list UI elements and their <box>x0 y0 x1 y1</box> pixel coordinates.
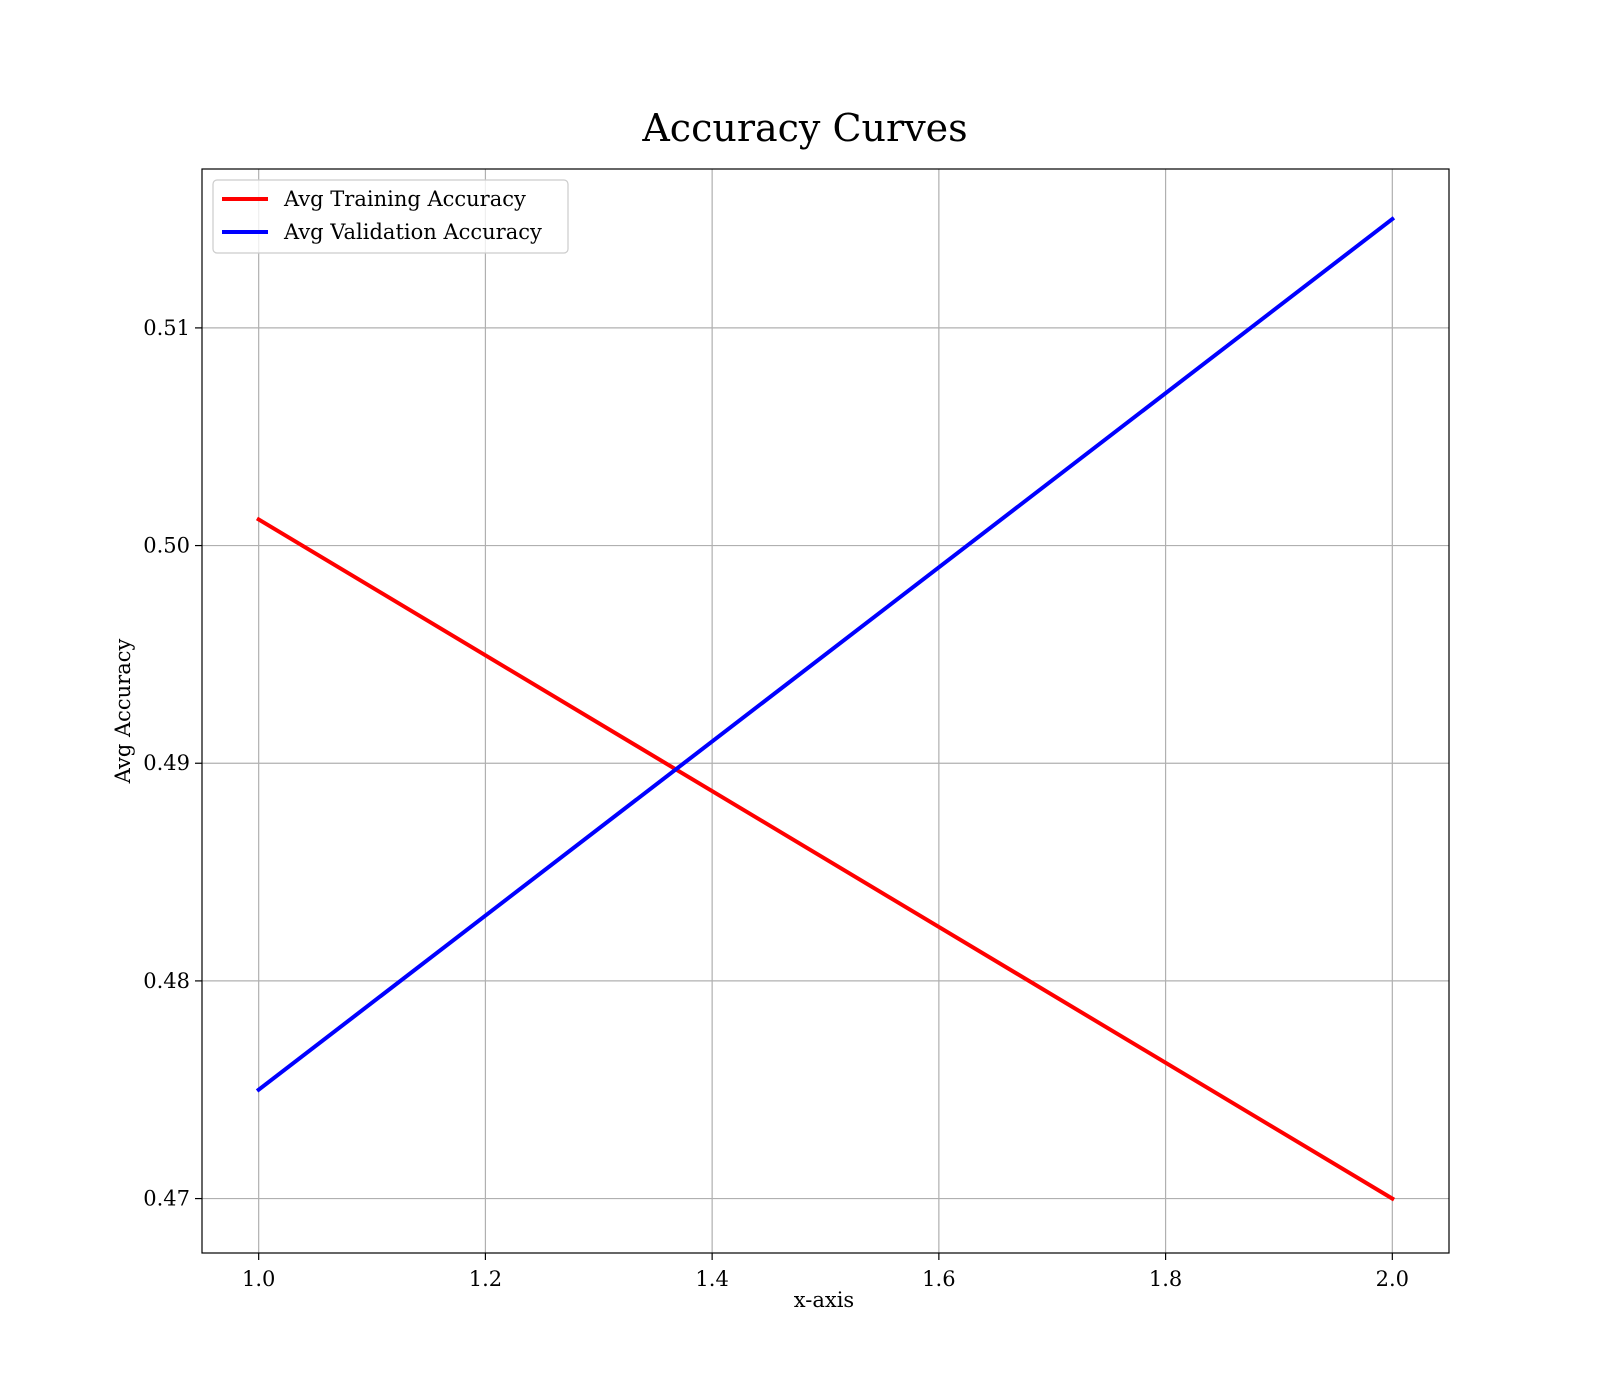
series-line-1 <box>255 516 1396 1202</box>
x-tick-label: 1.6 <box>922 1267 955 1291</box>
legend: Avg Training Accuracy Avg Validation Accu… <box>212 179 569 254</box>
y-tick-label: 0.51 <box>143 316 190 340</box>
legend-box <box>212 179 569 254</box>
x-tick-label: 1.2 <box>469 1267 502 1291</box>
x-tick-label: 1.4 <box>695 1267 728 1291</box>
legend-entries: Avg Training Accuracy Avg Validation Accu… <box>222 187 542 244</box>
plot-area <box>201 168 1450 1254</box>
y-tick-label: 0.49 <box>143 751 190 775</box>
y-tick-label: 0.47 <box>143 1187 190 1211</box>
y-tick-label: 0.50 <box>143 534 190 558</box>
chart-title: Accuracy Curves <box>641 106 967 150</box>
y-tick-label: 0.48 <box>143 969 190 993</box>
legend-label-2: Avg Validation Accuracy <box>283 220 542 244</box>
x-tick-label: 1.0 <box>242 1267 275 1291</box>
legend-label-1: Avg Training Accuracy <box>283 187 526 211</box>
series <box>255 216 1396 1202</box>
series-line-2 <box>255 216 1396 1093</box>
x-axis-label: x-axis <box>794 1288 854 1312</box>
x-tick-label: 2.0 <box>1376 1267 1409 1291</box>
x-tick-label: 1.8 <box>1149 1267 1182 1291</box>
axis-ticks: 1.0 1.2 1.4 1.6 1.8 2.0 0.47 0.48 0.49 0.50 0.51 <box>143 316 1409 1291</box>
grid <box>202 169 1449 1253</box>
y-axis-label: Avg Accuracy <box>111 639 135 785</box>
